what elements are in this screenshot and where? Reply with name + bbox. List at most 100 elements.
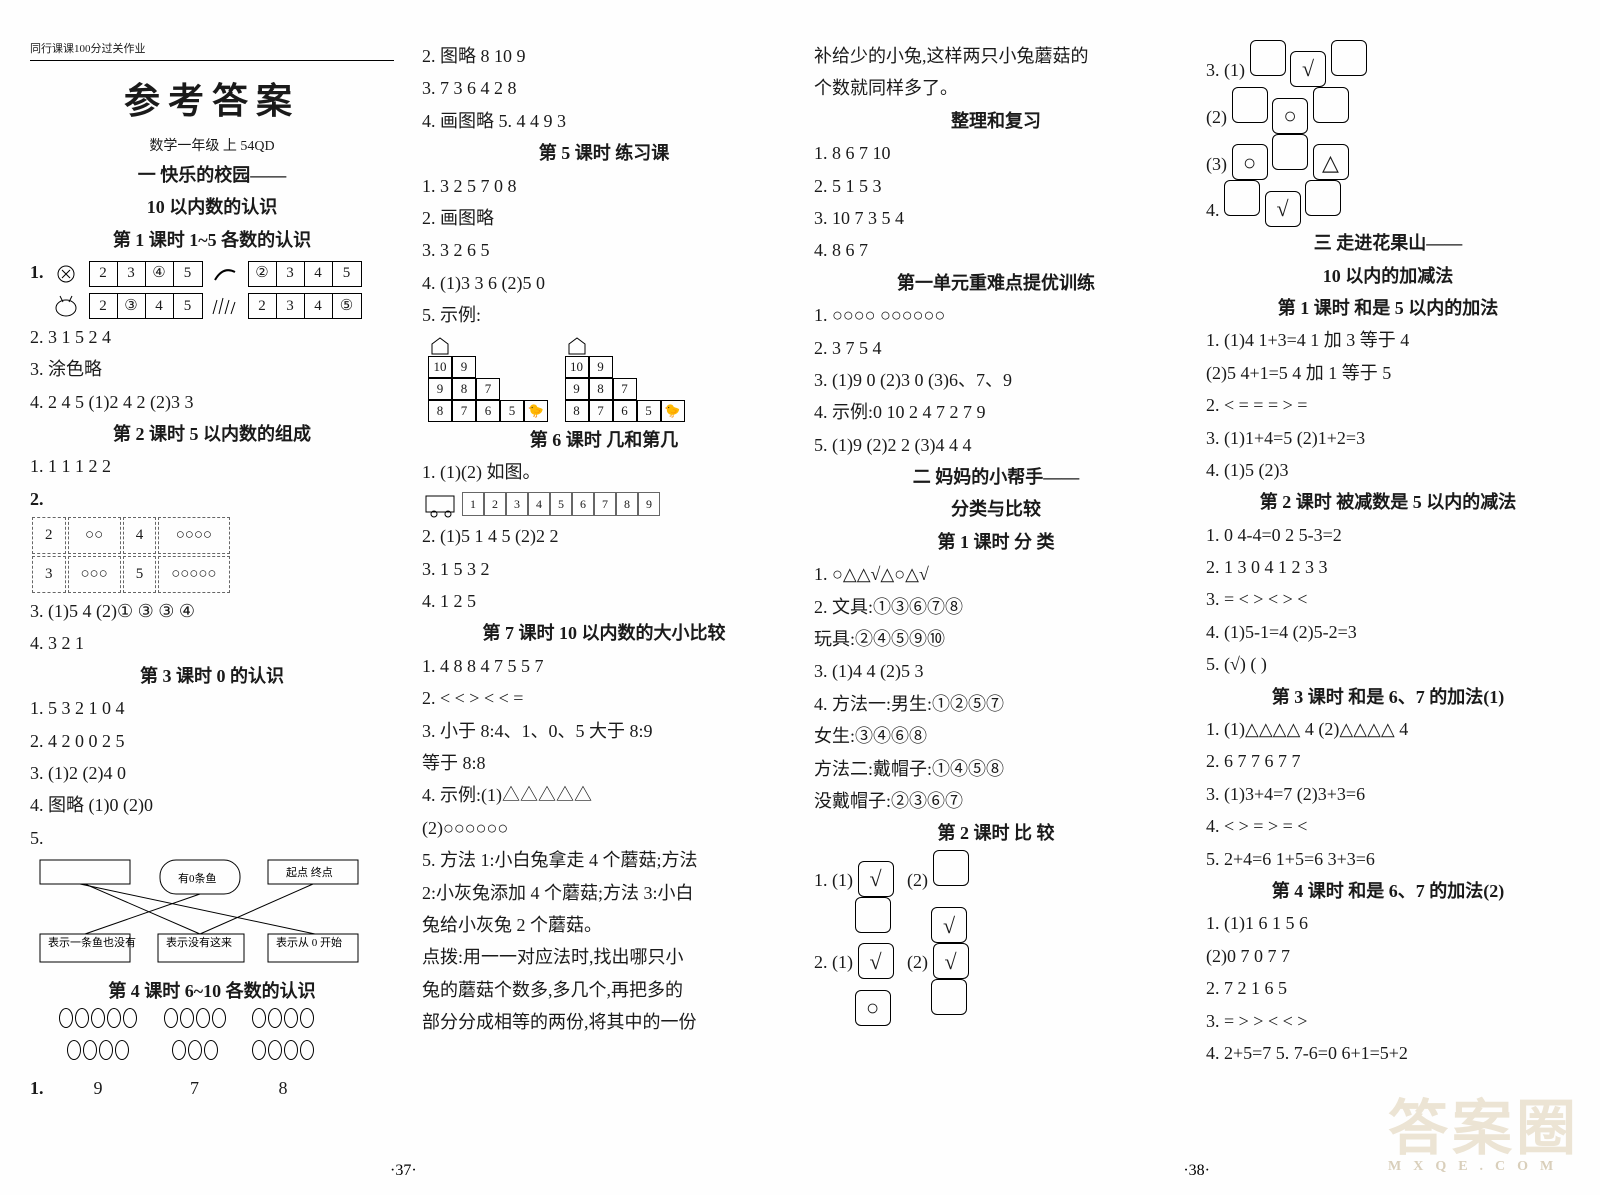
u3-q1b: (2)5 4+1=5 4 加 1 等于 5 [1206,357,1570,389]
l7-tip1: 点拨:用一一对应法时,找出哪只小 [422,941,786,973]
empty-box [933,850,969,886]
u3l3-q5: 5. 2+4=6 1+5=6 3+3=6 [1206,843,1570,875]
zh-q2: 2. 5 1 5 3 [814,170,1178,202]
u2-l2-h: 第 2 课时 比 较 [814,817,1178,849]
oval-count-1: 9 [58,1072,138,1104]
zh-q4: 4. 8 6 7 [814,234,1178,266]
compare-1b: √ [814,897,1178,944]
oval-set-2 [163,1013,227,1065]
u2-q4c: 方法二:戴帽子:①④⑤⑧ [814,753,1178,785]
lesson3-h: 第 3 课时 0 的认识 [30,660,394,692]
l7-q2: 2. < < > < < = [422,682,786,714]
l7-tip2: 兔的蘑菇个数多,多几个,再把多的 [422,974,786,1006]
num-box-1a: 23④5 [89,261,203,287]
l2-q4: 4. 3 2 1 [30,627,394,659]
num-box-1c: 2③45 [89,293,203,319]
lesson1-h: 第 1 课时 1~5 各数的认识 [30,224,394,256]
u3l2-q1: 1. 0 4-4=0 2 5-3=2 [1206,519,1570,551]
l3-q3: 3. (1)2 (2)4 0 [30,757,394,789]
q1-row2: 2③45 234⑤ [30,288,394,320]
lesson5-h: 第 5 课时 练习课 [422,137,786,169]
l7-q1: 1. 4 8 8 4 7 5 5 7 [422,650,786,682]
u2-q4b: 女生:③④⑥⑧ [814,720,1178,752]
unit2-h2: 分类与比较 [814,493,1178,525]
u3-l4-h: 第 4 课时 和是 6、7 的加法(2) [1206,875,1570,907]
u3l4-q2: 2. 7 2 1 6 5 [1206,972,1570,1004]
u3-q4: 4. (1)5 (2)3 [1206,454,1570,486]
u3l2-q5: 5. (√) ( ) [1206,648,1570,680]
svg-text:有0条鱼: 有0条鱼 [178,871,217,885]
compare-2: 2. (1) √ (2) √ [814,943,1178,979]
c4-q3-3: (3) ○ △ [1206,134,1570,181]
l4-q1: 1. 9 7 8 [30,1007,394,1104]
l5-q4: 4. (1)3 3 6 (2)5 0 [422,267,786,299]
pyramid-2: 109 987 8765🐤 [565,334,685,422]
l2-q1: 1. 1 1 1 2 2 [30,450,394,482]
l5-q1: 1. 3 2 5 7 0 8 [422,170,786,202]
empty-box [855,897,891,933]
zn-q1: 1. ○○○○ ○○○○○○ [814,299,1178,331]
train-icon [422,490,462,518]
matching-diagram: 有0条鱼 起点 终点 表示一条鱼也没有 表示没有这来 表示从 0 开始 [30,854,370,964]
u3-l1-h: 第 1 课时 和是 5 以内的加法 [1206,292,1570,324]
l7-q5b: 2:小灰兔添加 4 个蘑菇;方法 3:小白 [422,877,786,909]
u3l4-q3: 3. = > > < < > [1206,1005,1570,1037]
svg-text:起点 终点: 起点 终点 [286,865,333,879]
check-box: √ [933,943,969,979]
oval-count-2: 7 [163,1072,227,1104]
pepper-icon [207,260,243,288]
title-main: 参考答案 [30,69,394,134]
c2-q3: 3. 7 3 6 4 2 8 [422,72,786,104]
u2-q4a: 4. 方法一:男生:①②⑤⑦ [814,688,1178,720]
watermark-url: MXQE.COM [1388,1159,1580,1175]
u3-q1a: 1. (1)4 1+3=4 1 加 3 等于 4 [1206,324,1570,356]
zh-q3: 3. 10 7 3 5 4 [814,202,1178,234]
u2-q4d: 没戴帽子:②③⑥⑦ [814,785,1178,817]
u2-l1-h: 第 1 课时 分 类 [814,526,1178,558]
flower-icon [48,260,84,288]
l5-q3: 3. 3 2 6 5 [422,234,786,266]
svg-text:表示一条鱼也没有: 表示一条鱼也没有 [48,935,136,949]
l1-q4: 4. 2 4 5 (1)2 4 2 (2)3 3 [30,386,394,418]
l7-q4a: 4. 示例:(1)△△△△△ [422,779,786,811]
review-h: 整理和复习 [814,105,1178,137]
l7-q3a: 3. 小于 8:4、1、0、5 大于 8:9 [422,715,786,747]
c4-q3-2: (2) ○ [1206,87,1570,134]
unit3-h1: 三 走进花果山—— [1206,227,1570,259]
column-1: 同行课课100分过关作业 参考答案 数学一年级 上 54QD 一 快乐的校园——… [20,40,404,1104]
c3-cont2: 个数就同样多了。 [814,72,1178,104]
lesson2-h: 第 2 课时 5 以内数的组成 [30,418,394,450]
zn-q5: 5. (1)9 (2)2 2 (3)4 4 4 [814,429,1178,461]
num-box-1b: ②345 [248,261,362,287]
c2-q4: 4. 画图略 5. 4 4 9 3 [422,105,786,137]
l1-q3: 3. 涂色略 [30,353,394,385]
lesson4-h: 第 4 课时 6~10 各数的认识 [30,975,394,1007]
c2-q2: 2. 图略 8 10 9 [422,40,786,72]
u3l4-q1a: 1. (1)1 6 1 5 6 [1206,907,1570,939]
u2-q2a: 2. 文具:①③⑥⑦⑧ [814,591,1178,623]
unit1-h1: 一 快乐的校园—— [30,159,394,191]
check-box: √ [931,907,967,943]
zn-q3: 3. (1)9 0 (2)3 0 (3)6、7、9 [814,364,1178,396]
c4-q4: 4. √ [1206,180,1570,227]
l7-q4b: (2)○○○○○○ [422,812,786,844]
q1-row: 1. 23④5 ②345 [30,256,394,288]
empty-box [931,979,967,1015]
u3l3-q1: 1. (1)△△△△ 4 (2)△△△△ 4 [1206,713,1570,745]
check-box: √ [858,861,894,897]
watermark: 答案圈 MXQE.COM [1388,1080,1580,1175]
lesson6-h: 第 6 课时 几和第几 [422,424,786,456]
l3-q1: 1. 5 3 2 1 0 4 [30,692,394,724]
l3-q2: 2. 4 2 0 0 2 5 [30,725,394,757]
header-bar: 同行课课100分过关作业 [30,40,394,61]
u2-q3: 3. (1)4 4 (2)5 3 [814,655,1178,687]
l2-q3: 3. (1)5 4 (2)① ③ ③ ④ [30,595,394,627]
bunny-icon [48,292,84,320]
title-sub: 数学一年级 上 54QD [30,134,394,159]
l7-q5a: 5. 方法 1:小白兔拿走 4 个蘑菇;方法 [422,844,786,876]
pyramid-1: 109 987 8765🐤 [428,334,548,422]
u3l3-q4: 4. < > = > = < [1206,810,1570,842]
zn-q4: 4. 示例:0 10 2 4 7 2 7 9 [814,396,1178,428]
circle-box: ○ [855,990,891,1026]
unit2-h1: 二 妈妈的小帮手—— [814,461,1178,493]
